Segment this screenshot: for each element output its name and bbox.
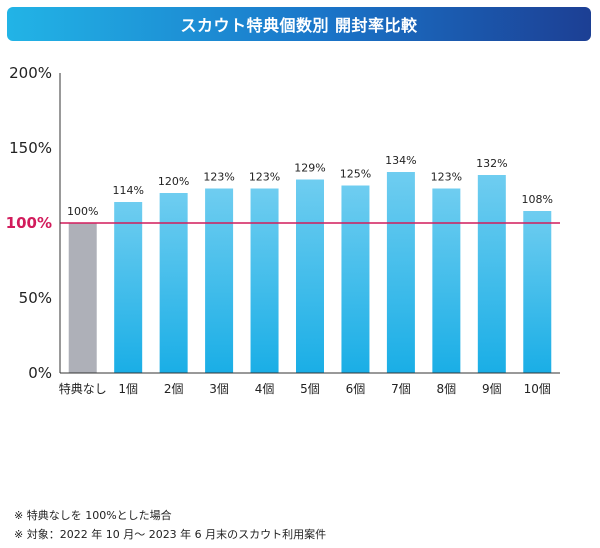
data-label: 120%	[158, 175, 189, 188]
bar	[114, 202, 143, 373]
footnote-period: ※ 対象：2022 年 10 月～ 2023 年 6 月末のスカウト利用案件	[14, 528, 327, 541]
bar	[386, 172, 415, 373]
y-tick-label: 100%	[6, 214, 52, 232]
chart-title: スカウト特典個数別 開封率比較	[180, 16, 418, 35]
data-label: 114%	[112, 184, 143, 197]
bars	[68, 172, 552, 373]
category-label: 8個	[437, 382, 457, 396]
data-label: 134%	[385, 154, 416, 167]
bar-chart: 0% 50% 100% 150% 200% 100% 114% 120% 123% 123% 12…	[6, 64, 560, 396]
bar	[159, 193, 188, 373]
bar	[250, 188, 279, 373]
axes	[59, 73, 560, 374]
data-label: 125%	[340, 168, 371, 181]
y-tick-label: 0%	[28, 364, 52, 382]
category-label: 2個	[164, 382, 184, 396]
category-labels: 特典なし 1個 2個 3個 4個 5個 6個 7個 8個 9個 10個	[59, 381, 551, 396]
bar	[477, 175, 506, 373]
data-label: 123%	[431, 171, 462, 184]
category-label: 6個	[346, 382, 366, 396]
data-label: 129%	[294, 162, 325, 175]
bar-baseline	[68, 223, 97, 373]
y-tick-label: 50%	[19, 289, 52, 307]
bar	[296, 179, 324, 373]
category-label: 10個	[524, 382, 551, 396]
bar	[341, 185, 370, 373]
y-tick-label: 200%	[9, 64, 52, 82]
data-labels: 100% 114% 120% 123% 123% 129% 125% 134% 123% 132%…	[67, 154, 553, 218]
data-label: 123%	[249, 171, 280, 184]
chart-title-banner: スカウト特典個数別 開封率比較	[7, 7, 591, 41]
data-label: 108%	[522, 193, 553, 206]
category-label: 5個	[300, 382, 320, 396]
bar	[205, 188, 234, 373]
bar	[523, 211, 552, 373]
category-label: 1個	[118, 382, 138, 396]
y-axis-labels: 0% 50% 100% 150% 200%	[6, 64, 52, 382]
category-label: 4個	[255, 382, 275, 396]
category-label: 3個	[209, 382, 229, 396]
y-tick-label: 150%	[9, 139, 52, 157]
footnotes: ※ 特典なしを 100%とした場合 ※ 対象：2022 年 10 月～ 2023…	[14, 506, 326, 544]
data-label: 132%	[476, 157, 507, 170]
data-label: 100%	[67, 205, 98, 218]
category-label: 7個	[391, 382, 411, 396]
category-label: 9個	[482, 382, 502, 396]
data-label: 123%	[203, 171, 234, 184]
bar	[432, 188, 461, 373]
footnote-baseline: ※ 特典なしを 100%とした場合	[14, 509, 172, 522]
category-label: 特典なし	[59, 381, 107, 396]
